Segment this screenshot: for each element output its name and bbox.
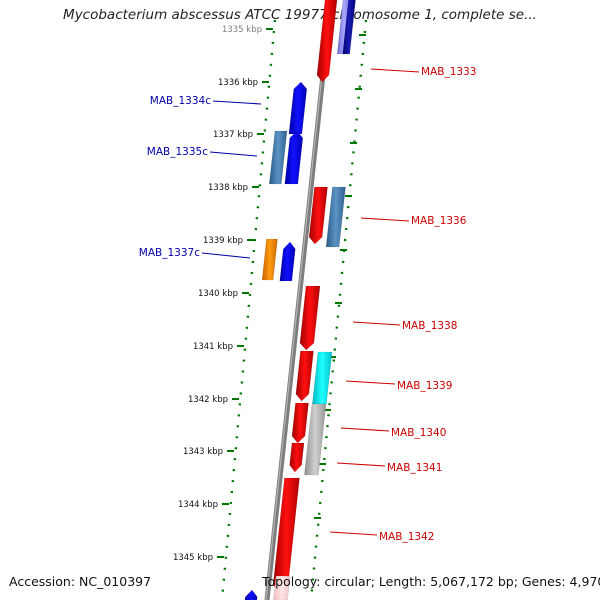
ruler-tick-label: 1342 kbp	[188, 395, 228, 405]
ruler-tick-label: 1338 kbp	[208, 183, 248, 193]
accession-text: Accession: NC_010397	[9, 574, 152, 589]
gene-label-leader	[370, 68, 420, 73]
gene-label-leader	[360, 217, 410, 222]
gene-label-leader	[340, 427, 390, 432]
chromosome-title: Mycobacterium abscessus ATCC 19977 chrom…	[63, 7, 537, 23]
gene-label-mab-1342[interactable]: MAB_1342	[379, 531, 434, 543]
ruler-tick-label: 1344 kbp	[178, 500, 218, 510]
ruler-tick-label: 1336 kbp	[218, 78, 258, 88]
gene-mab-1334c-arrow[interactable]	[288, 81, 308, 135]
gene-steel-arrow[interactable]	[325, 186, 346, 248]
gene-cyan-arrow[interactable]	[312, 351, 333, 405]
outer-ring-dotted	[309, 19, 368, 600]
ruler: 1335 kbp 1336 kbp 1337 kbp 1338 kbp 1339 kbp…	[173, 25, 273, 563]
gene-label-mab-1335c[interactable]: MAB_1335c	[147, 146, 208, 158]
gene-label-mab-1338[interactable]: MAB_1338	[402, 320, 457, 332]
ruler-tick-label: 1335 kbp	[222, 25, 262, 35]
genome-summary-text: Topology: circular; Length: 5,067,172 bp…	[262, 574, 600, 589]
gene-label-mab-1340[interactable]: MAB_1340	[391, 427, 446, 439]
chromosome-backbone	[264, 0, 334, 600]
gene-mab-1333-arrow[interactable]	[316, 0, 338, 83]
gene-label-leader	[201, 252, 251, 259]
gene-label-mab-1336[interactable]: MAB_1336	[411, 215, 467, 227]
gene-mab-1337c-arrow[interactable]	[279, 241, 296, 282]
ruler-tick-label: 1345 kbp	[173, 553, 213, 563]
gene-mab-1341-arrow[interactable]	[289, 442, 305, 473]
gene-mab-1335c-arrow[interactable]	[284, 130, 304, 185]
gene-grey-arrow[interactable]	[304, 403, 327, 476]
gene-mab-1337c-arrow-orange[interactable]	[261, 238, 278, 281]
gene-label-mab-1337c[interactable]: MAB_1337c	[139, 247, 200, 259]
gene-label-leader	[209, 151, 258, 157]
gene-labels: MAB_1334c MAB_1335c MAB_1337c MAB_1333 MAB_1…	[139, 66, 477, 543]
gene-label-mab-1333[interactable]: MAB_1333	[421, 66, 476, 78]
gene-label-leader	[212, 100, 262, 105]
gene-label-leader	[352, 321, 401, 326]
gene-label-mab-1341[interactable]: MAB_1341	[387, 462, 442, 474]
gene-label-leader	[336, 462, 386, 467]
gene-features	[244, 0, 356, 600]
gene-mab-1338-arrow[interactable]	[299, 285, 321, 351]
gene-navy-arrow[interactable]	[342, 0, 356, 55]
chromosome-backbone-highlight	[265, 0, 331, 600]
gene-bottom-pink-arrow[interactable]	[273, 575, 291, 600]
ruler-tick-label: 1341 kbp	[193, 342, 233, 352]
gene-label-mab-1334c[interactable]: MAB_1334c	[150, 95, 211, 107]
gene-mab-1340-arrow[interactable]	[291, 402, 309, 444]
ruler-tick-label: 1339 kbp	[203, 236, 243, 246]
inner-ring-dotted	[220, 19, 277, 600]
gene-bottom-blue-arrow[interactable]	[244, 589, 258, 600]
ruler-tick-label: 1340 kbp	[198, 289, 238, 299]
gene-label-leader	[345, 380, 396, 385]
gene-mab-1336-arrow[interactable]	[308, 186, 328, 245]
ruler-tick-label: 1337 kbp	[213, 130, 253, 140]
ruler-tick-label: 1343 kbp	[183, 447, 223, 457]
gene-mab-1339-arrow[interactable]	[295, 350, 314, 402]
gene-label-mab-1339[interactable]: MAB_1339	[397, 380, 452, 392]
gene-mab-1335c-arrow-steel[interactable]	[268, 130, 288, 185]
gene-label-leader	[329, 531, 378, 536]
